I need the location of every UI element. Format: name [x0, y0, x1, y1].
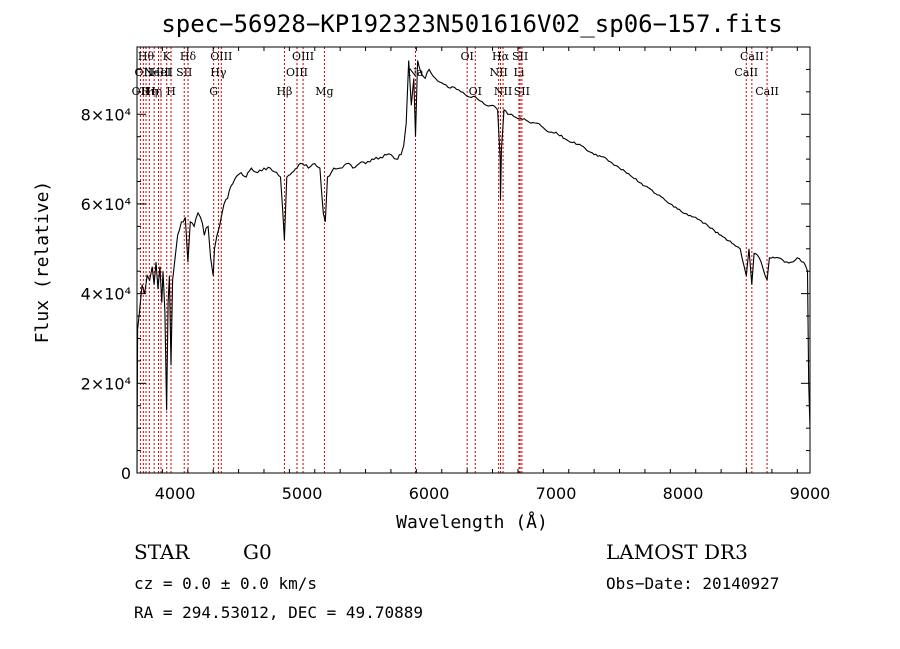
line-label: OI — [460, 50, 473, 63]
line-label: Mg — [315, 85, 333, 98]
redshift-cz: cz = 0.0 ± 0.0 km/s — [134, 574, 318, 593]
line-label: NII — [494, 85, 512, 98]
x-tick-label: 6000 — [409, 484, 450, 503]
object-subclass: G0 — [243, 540, 272, 564]
x-tick-label: 8000 — [663, 484, 704, 503]
y-axis-label: Flux (relative) — [32, 181, 53, 344]
line-labels: OIIOIIHθHηHηNeIIIHeIKHSIIHδGHγOIIIHβOIII… — [132, 50, 779, 98]
line-label: Hδ — [180, 50, 197, 63]
line-label: HeI — [151, 66, 171, 79]
line-label: OIII — [292, 50, 314, 63]
chart-title: spec−56928−KP192323N501616V02_sp06−157.f… — [161, 10, 782, 38]
x-tick-label: 5000 — [282, 484, 323, 503]
x-tick-label: 9000 — [790, 484, 831, 503]
x-axis-ticks: 4000 5000 6000 7000 8000 9000 — [136, 47, 831, 503]
line-label: NeIII — [144, 66, 173, 79]
line-label: SII — [514, 85, 530, 98]
line-label: Li — [514, 66, 525, 79]
line-label: Hγ — [210, 66, 227, 79]
line-label: Hα — [492, 50, 510, 63]
x-tick-label: 7000 — [536, 484, 577, 503]
line-markers — [139, 47, 768, 473]
y-tick-label: 0 — [121, 464, 131, 483]
line-label: K — [163, 50, 172, 63]
line-label: CaII — [740, 50, 764, 63]
line-label: H — [166, 85, 176, 98]
line-label: G — [209, 85, 218, 98]
line-label: SII — [512, 50, 528, 63]
x-tick-label: 4000 — [155, 484, 196, 503]
survey-name: LAMOST DR3 — [606, 540, 748, 564]
line-label: CaII — [755, 85, 779, 98]
line-label: OIII — [286, 66, 308, 79]
y-tick-label: 4×10⁴ — [81, 285, 131, 304]
spectrum-series — [136, 60, 811, 474]
y-tick-label: 2×10⁴ — [81, 374, 131, 393]
line-label: Hθ — [138, 50, 155, 63]
line-label: NII — [489, 66, 507, 79]
line-label: Hβ — [276, 85, 292, 98]
line-label: SII — [176, 66, 192, 79]
line-label: OIII — [210, 50, 232, 63]
plot-frame — [136, 46, 811, 474]
y-axis-ticks: 0 2×10⁴ 4×10⁴ 6×10⁴ 8×10⁴ — [81, 68, 810, 483]
y-tick-label: 6×10⁴ — [81, 195, 131, 214]
line-label: Hη — [141, 85, 157, 98]
object-class: STAR — [134, 540, 190, 564]
line-label: Hη — [146, 85, 162, 98]
coordinates: RA = 294.53012, DEC = 49.70889 — [134, 603, 423, 622]
line-label: OI — [469, 85, 482, 98]
line-label: CaII — [734, 66, 758, 79]
x-axis-label: Wavelength (Å) — [396, 511, 548, 533]
y-tick-label: 8×10⁴ — [81, 105, 131, 124]
observation-date: Obs−Date: 20140927 — [606, 574, 780, 593]
